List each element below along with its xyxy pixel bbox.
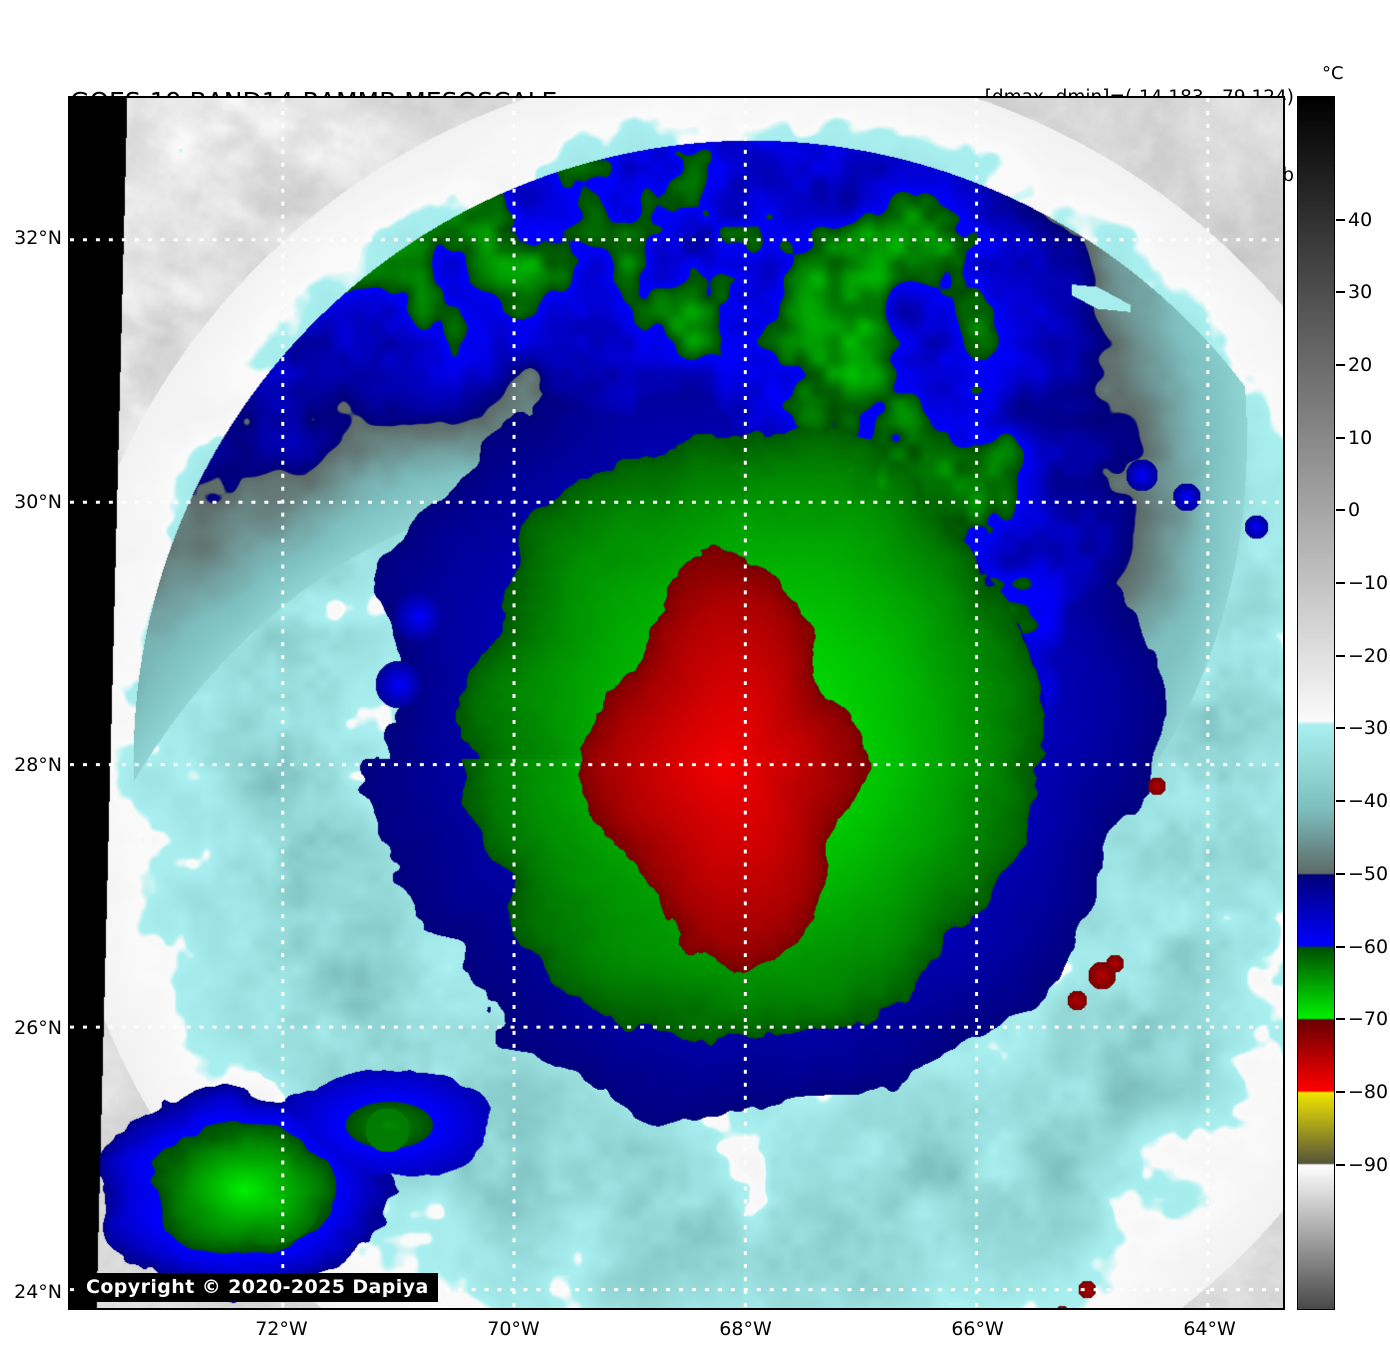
longitude-tick-label: 70°W: [487, 1318, 540, 1340]
copyright-badge: Copyright © 2020-2025 Dapiya: [77, 1273, 438, 1302]
colorbar-tick-mark: [1336, 727, 1345, 730]
colorbar-tick-mark: [1336, 800, 1345, 803]
colorbar-tick-mark: [1336, 436, 1345, 439]
colorbar-tick-label: 20: [1348, 353, 1373, 376]
longitude-tick-label: 64°W: [1183, 1318, 1236, 1340]
colorbar-tick-mark: [1336, 582, 1345, 585]
colorbar-tick-label: −60: [1348, 935, 1389, 958]
latitude-tick-label: 32°N: [14, 227, 62, 250]
temperature-colorbar[interactable]: [1297, 96, 1335, 1310]
colorbar-tick-label: 30: [1348, 281, 1373, 304]
colorbar-tick-mark: [1336, 945, 1345, 948]
colorbar-tick-mark: [1336, 1163, 1345, 1166]
latitude-tick-label: 26°N: [14, 1017, 62, 1040]
infrared-satellite-raster: [70, 98, 1283, 1308]
longitude-tick-label: 66°W: [951, 1318, 1004, 1340]
colorbar-tick-mark: [1336, 872, 1345, 875]
longitude-tick-label: 72°W: [255, 1318, 308, 1340]
colorbar-tick-label: 10: [1348, 426, 1373, 449]
latitude-tick-label: 28°N: [14, 753, 62, 776]
colorbar-tick-label: −30: [1348, 717, 1389, 740]
colorbar-tick-mark: [1336, 291, 1345, 294]
colorbar-tick-label: −20: [1348, 644, 1389, 667]
colorbar-tick-mark: [1336, 363, 1345, 366]
colorbar-tick-mark: [1336, 509, 1345, 512]
colorbar-gradient: [1298, 97, 1334, 1309]
colorbar-tick-label: 0: [1348, 499, 1361, 522]
colorbar-unit-label: °C: [1322, 63, 1344, 84]
colorbar-tick-label: −50: [1348, 862, 1389, 885]
colorbar-tick-mark: [1336, 1090, 1345, 1093]
longitude-tick-label: 68°W: [719, 1318, 772, 1340]
colorbar-tick-mark: [1336, 1018, 1345, 1021]
colorbar-tick-mark: [1336, 654, 1345, 657]
colorbar-tick-label: 40: [1348, 208, 1373, 231]
colorbar-tick-label: −80: [1348, 1080, 1389, 1103]
colorbar-tick-label: −90: [1348, 1153, 1389, 1176]
colorbar-tick-label: −70: [1348, 1008, 1389, 1031]
satellite-image-panel[interactable]: Copyright © 2020-2025 Dapiya: [68, 96, 1285, 1310]
colorbar-tick-label: −10: [1348, 572, 1389, 595]
colorbar-tick-label: −40: [1348, 790, 1389, 813]
colorbar-tick-mark: [1336, 218, 1345, 221]
latitude-tick-label: 30°N: [14, 490, 62, 513]
latitude-tick-label: 24°N: [14, 1280, 62, 1303]
